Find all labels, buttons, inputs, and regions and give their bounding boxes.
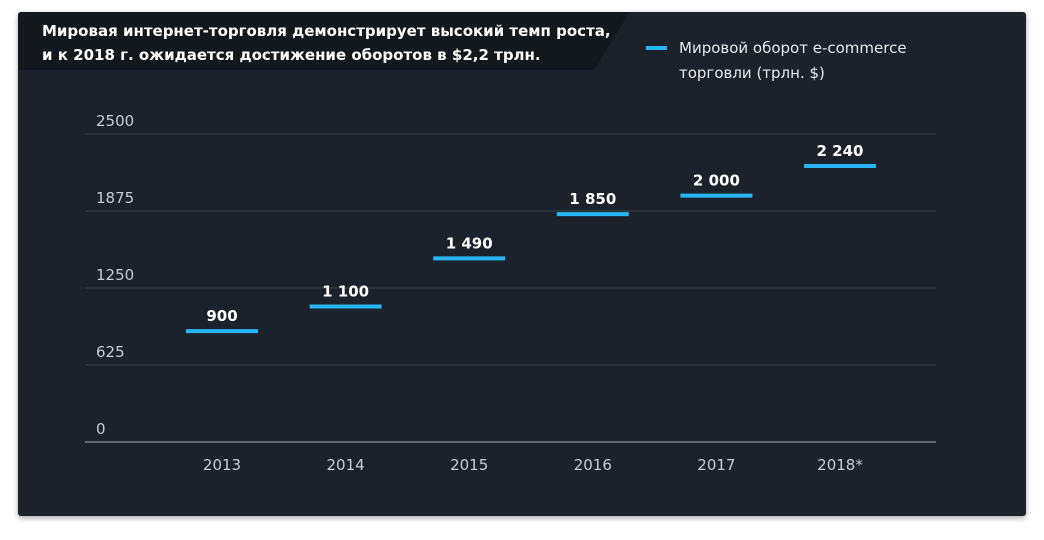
y-tick-label: 1875 [96,189,134,207]
y-tick-label: 0 [96,420,106,438]
y-tick-label: 2500 [96,112,134,130]
y-tick-label: 625 [96,343,125,361]
x-tick-label: 2018* [817,456,863,474]
x-tick-label: 2014 [327,456,365,474]
chart-card: Мировая интернет-торговля демонстрирует … [18,12,1026,516]
data-label: 1 490 [446,234,493,252]
legend-label: Мировой оборот e-commerce торговли (трлн… [679,39,907,82]
legend: Мировой оборот e-commerce торговли (трлн… [646,36,939,86]
chart-title: Мировая интернет-торговля демонстрирует … [42,22,611,64]
x-tick-label: 2015 [450,456,488,474]
y-tick-label: 1250 [96,266,134,284]
data-label: 2 000 [693,172,740,190]
x-tick-label: 2013 [203,456,241,474]
chart-plot: 0 625 1250 1875 2500 2013 2014 2015 2016 2017 2018… [85,112,936,474]
x-tick-label: 2017 [697,456,735,474]
data-label: 2 240 [817,142,864,160]
x-tick-label: 2016 [574,456,612,474]
data-label: 1 100 [322,282,369,300]
title-band [18,12,630,70]
data-label: 900 [206,307,237,325]
data-label: 1 850 [569,190,616,208]
legend-swatch [646,46,667,50]
